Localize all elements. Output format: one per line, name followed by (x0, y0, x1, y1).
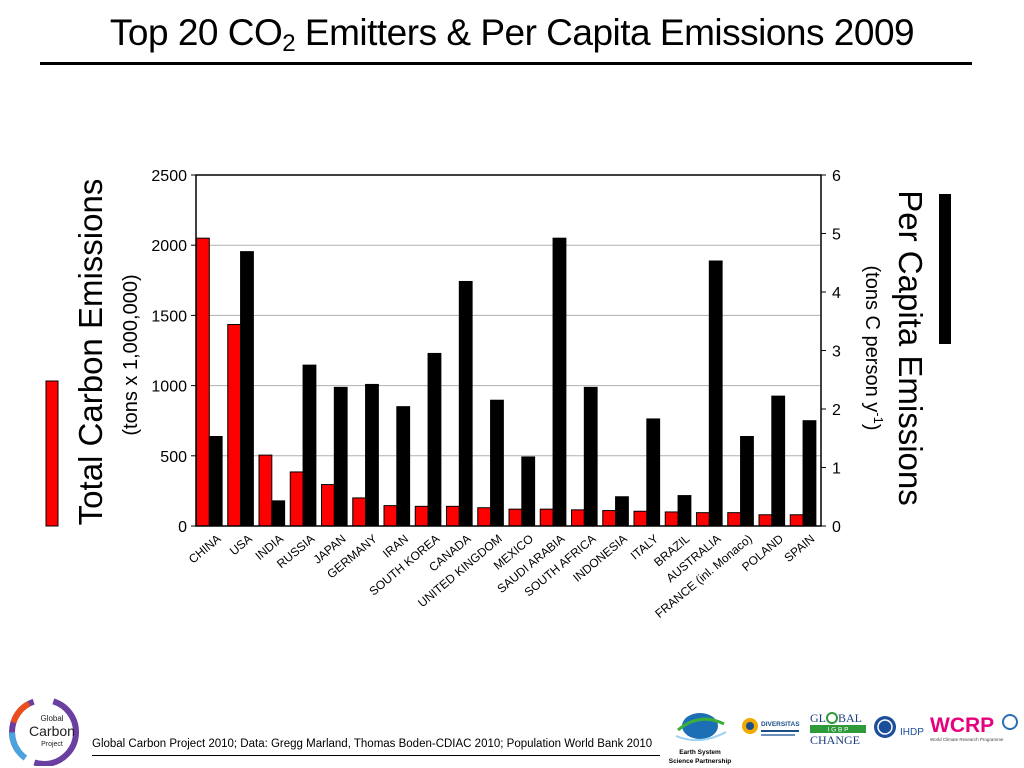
per-capita-legend-swatch (939, 194, 951, 344)
wcrp-logo-text: WCRP (930, 714, 994, 737)
essp-logo: Earth System Science Partnership (669, 713, 732, 765)
bar-total-12 (571, 509, 585, 527)
right-tick-label: 5 (832, 227, 841, 244)
wcrp-logo: WCRP World Climate Research Programme (930, 714, 1018, 742)
bar-total-0 (196, 237, 210, 527)
bar-per-capita-14 (646, 418, 661, 527)
bar-total-16 (696, 512, 710, 527)
bar-total-17 (727, 512, 742, 527)
dual-axis-bar-chart: 0 500 1000 1500 2000 2500 0 1 2 3 4 5 6 CHINA USAIND… (45, 168, 951, 621)
bar-per-capita-9 (490, 399, 504, 527)
right-tick-label: 6 (832, 168, 841, 185)
bar-per-capita-6 (396, 406, 411, 527)
left-tick-label: 2000 (151, 238, 187, 255)
right-tick-label: 2 (832, 402, 841, 419)
bar-per-capita-5 (365, 383, 379, 527)
category-label: USA (227, 532, 255, 559)
bar-per-capita-3 (302, 364, 317, 527)
bar-per-capita-0 (208, 435, 223, 527)
bar-total-2 (258, 454, 273, 527)
bar-total-3 (289, 471, 304, 527)
bar-per-capita-16 (708, 260, 723, 527)
diversitas-logo: DIVERSITAS (742, 718, 800, 736)
bar-per-capita-7 (427, 352, 442, 527)
footer-divider (92, 755, 660, 756)
bar-per-capita-8 (458, 280, 473, 527)
left-tick-label: 1000 (151, 379, 187, 396)
category-label: SPAIN (781, 532, 817, 565)
left-tick-label: 500 (160, 449, 187, 466)
total-legend-swatch (45, 380, 59, 527)
right-tick-label: 1 (832, 461, 841, 478)
right-axis-unit: (tons C person y-1) (861, 266, 886, 431)
bar-per-capita-1 (240, 251, 254, 527)
grid-lines (196, 244, 821, 457)
bar-total-11 (539, 508, 554, 527)
igbp-global-change-logo: GL BAL I G B P CHANGE (810, 711, 866, 746)
bar-per-capita-2 (271, 500, 286, 527)
bar-per-capita-19 (802, 420, 817, 527)
right-tick-label: 4 (832, 285, 841, 302)
bar-total-6 (383, 505, 398, 527)
bar-total-1 (227, 324, 242, 527)
igbp-logo-igbp: I G B P (828, 727, 849, 734)
left-axis-unit: (tons x 1,000,000) (120, 274, 142, 435)
bar-total-15 (664, 511, 679, 527)
essp-logo-line-2: Science Partnership (669, 758, 732, 765)
title-divider (40, 62, 972, 65)
gcp-logo-line-2: Carbon (29, 723, 75, 739)
bar-per-capita-13 (615, 496, 629, 527)
bar-total-10 (508, 508, 523, 527)
bars (196, 237, 817, 527)
ihdp-logo-text: IHDP (900, 727, 924, 738)
left-tick-label: 0 (178, 519, 187, 536)
left-tick-label: 2500 (151, 168, 187, 185)
igbp-logo-bal: BAL (838, 711, 862, 725)
left-tick-label: 1500 (151, 308, 187, 325)
bar-total-18 (758, 514, 773, 527)
igbp-logo-change: CHANGE (810, 733, 860, 746)
category-label: CHINA (186, 532, 224, 567)
bar-total-7 (414, 505, 429, 527)
bar-total-13 (602, 510, 617, 527)
gcp-logo-line-3: Project (41, 741, 63, 748)
igbp-logo-gl: GL (810, 711, 826, 725)
footer-citation: Global Carbon Project 2010; Data: Gregg … (92, 738, 653, 750)
bar-total-8 (446, 505, 460, 527)
bar-total-14 (633, 510, 648, 527)
bar-per-capita-18 (771, 395, 786, 527)
right-axis-title: Per Capita Emissions (892, 190, 929, 505)
left-axis-ticks: 0 500 1000 1500 2000 2500 (151, 168, 196, 536)
gcp-logo-line-1: Global (40, 714, 63, 723)
bar-per-capita-15 (677, 495, 692, 527)
bar-per-capita-10 (521, 456, 536, 527)
bar-total-9 (477, 507, 492, 527)
bar-per-capita-4 (333, 386, 348, 527)
bar-per-capita-12 (583, 386, 598, 527)
bar-total-5 (352, 497, 367, 527)
right-tick-label: 3 (832, 344, 841, 361)
bar-total-19 (789, 514, 804, 527)
page-title: Top 20 CO2 Emitters & Per Capita Emissio… (109, 12, 915, 57)
bar-total-4 (321, 484, 335, 527)
right-tick-label: 0 (832, 519, 841, 536)
bar-per-capita-17 (740, 435, 754, 527)
left-axis-title: Total Carbon Emissions (72, 179, 109, 526)
ihdp-logo: IHDP (874, 716, 924, 738)
essp-logo-line-1: Earth System (679, 749, 721, 756)
global-carbon-project-logo: Global Carbon Project (9, 697, 79, 766)
right-axis-ticks: 0 1 2 3 4 5 6 (821, 168, 841, 536)
bar-per-capita-11 (552, 237, 567, 527)
diversitas-logo-text: DIVERSITAS (761, 721, 800, 728)
wcrp-logo-subtitle: World Climate Research Programme (930, 737, 1004, 742)
